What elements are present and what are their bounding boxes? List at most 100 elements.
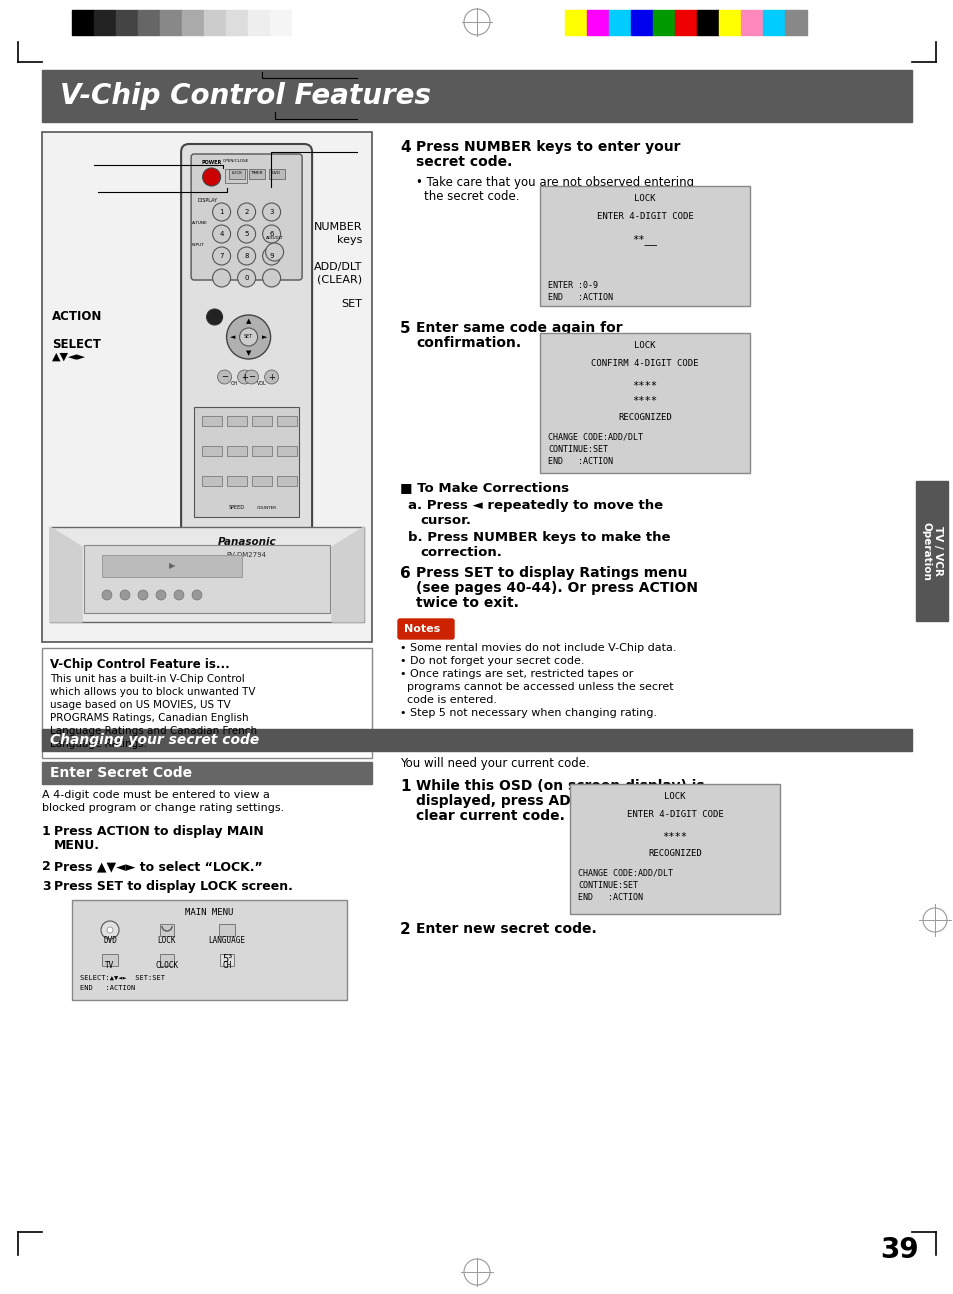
- Text: ADD/DLT: ADD/DLT: [314, 261, 361, 272]
- Text: the secret code.: the secret code.: [423, 190, 519, 203]
- Text: 2: 2: [399, 923, 411, 937]
- FancyBboxPatch shape: [181, 144, 312, 580]
- Bar: [227, 476, 246, 487]
- Bar: [915, 481, 947, 621]
- Text: b. Press NUMBER keys to make the: b. Press NUMBER keys to make the: [408, 531, 670, 543]
- Text: • Take care that you are not observed entering: • Take care that you are not observed en…: [416, 176, 694, 189]
- Text: 5: 5: [399, 321, 410, 336]
- Circle shape: [102, 590, 112, 600]
- Text: SELECT:▲▼◄►  SET:SET: SELECT:▲▼◄► SET:SET: [80, 974, 165, 981]
- Bar: [42, 132, 372, 642]
- Text: which allows you to block unwanted TV: which allows you to block unwanted TV: [50, 687, 255, 697]
- Bar: [229, 170, 244, 179]
- Bar: [102, 954, 118, 967]
- Text: ▲: ▲: [246, 318, 251, 324]
- Circle shape: [217, 370, 232, 384]
- Bar: [269, 170, 284, 179]
- Bar: [719, 10, 740, 35]
- FancyBboxPatch shape: [397, 619, 454, 639]
- Text: ■ To Make Corrections: ■ To Make Corrections: [399, 481, 569, 494]
- Bar: [608, 10, 630, 35]
- Bar: [84, 545, 330, 613]
- Circle shape: [156, 590, 166, 600]
- Text: ****: ****: [632, 380, 657, 391]
- Bar: [252, 476, 272, 487]
- Circle shape: [213, 225, 231, 243]
- Bar: [50, 527, 364, 622]
- Polygon shape: [50, 527, 82, 622]
- Bar: [71, 10, 94, 35]
- Circle shape: [227, 314, 271, 358]
- Text: −: −: [221, 373, 228, 382]
- Text: ACTION: ACTION: [52, 311, 102, 324]
- Text: COUNTER: COUNTER: [256, 506, 276, 510]
- Text: CONTINUE:SET: CONTINUE:SET: [547, 445, 607, 454]
- Circle shape: [192, 590, 202, 600]
- Text: CONFIRM 4-DIGIT CODE: CONFIRM 4-DIGIT CODE: [591, 358, 698, 367]
- Circle shape: [138, 590, 148, 600]
- Text: a. Press ◄ repeatedly to move the: a. Press ◄ repeatedly to move the: [408, 499, 662, 512]
- Bar: [226, 10, 248, 35]
- Text: SET: SET: [341, 299, 361, 309]
- Text: Press ▲▼◄► to select “LOCK.”: Press ▲▼◄► to select “LOCK.”: [54, 861, 262, 873]
- Text: SPEED: SPEED: [229, 505, 244, 510]
- Text: RECOGNIZED: RECOGNIZED: [618, 413, 671, 422]
- Text: END   :ACTION: END :ACTION: [80, 985, 135, 991]
- Text: A 4-digit code must be entered to view a: A 4-digit code must be entered to view a: [42, 791, 270, 800]
- FancyBboxPatch shape: [191, 154, 302, 280]
- Text: LANGUAGE: LANGUAGE: [209, 936, 245, 945]
- Text: 3: 3: [269, 210, 274, 215]
- Bar: [227, 446, 246, 455]
- Text: keys: keys: [336, 236, 361, 245]
- Text: ▶: ▶: [169, 562, 175, 571]
- Text: LOCK: LOCK: [634, 342, 655, 349]
- Bar: [276, 446, 296, 455]
- Circle shape: [237, 225, 255, 243]
- Text: 3: 3: [42, 880, 51, 893]
- Bar: [276, 476, 296, 487]
- Text: twice to exit.: twice to exit.: [416, 597, 518, 609]
- Circle shape: [237, 247, 255, 265]
- Text: ****: ****: [661, 832, 687, 842]
- Text: MAIN MENU: MAIN MENU: [185, 908, 233, 917]
- Text: TV / VCR
Operation: TV / VCR Operation: [921, 521, 942, 581]
- Circle shape: [262, 269, 280, 287]
- Text: • Some rental movies do not include V-Chip data.: • Some rental movies do not include V-Ch…: [399, 643, 676, 653]
- Text: ENTER 4-DIGIT CODE: ENTER 4-DIGIT CODE: [596, 212, 693, 221]
- Text: TV: TV: [105, 961, 114, 970]
- Circle shape: [262, 247, 280, 265]
- Text: Press SET to display Ratings menu: Press SET to display Ratings menu: [416, 565, 687, 580]
- Text: ▲▼◄►: ▲▼◄►: [52, 352, 86, 362]
- Circle shape: [101, 921, 119, 939]
- Bar: [675, 10, 697, 35]
- Text: CONTINUE:SET: CONTINUE:SET: [578, 881, 638, 890]
- Text: confirmation.: confirmation.: [416, 336, 520, 349]
- Bar: [42, 729, 911, 751]
- Text: CH: CH: [222, 961, 232, 970]
- Text: 2: 2: [244, 210, 249, 215]
- Text: 6: 6: [269, 232, 274, 237]
- Text: V-Chip Control Feature is...: V-Chip Control Feature is...: [50, 659, 230, 672]
- Bar: [160, 954, 173, 967]
- Text: ▼: ▼: [246, 349, 251, 356]
- Text: While this OSD (on screen display) is: While this OSD (on screen display) is: [416, 779, 704, 793]
- Circle shape: [237, 203, 255, 221]
- Circle shape: [213, 247, 231, 265]
- Bar: [697, 10, 719, 35]
- Circle shape: [244, 370, 258, 384]
- Text: Press NUMBER keys to enter your: Press NUMBER keys to enter your: [416, 140, 679, 154]
- Bar: [224, 170, 246, 182]
- Text: Panasonic: Panasonic: [217, 537, 275, 547]
- Text: 39: 39: [880, 1236, 919, 1264]
- Text: SET: SET: [244, 335, 253, 339]
- Bar: [193, 408, 299, 518]
- Bar: [116, 10, 138, 35]
- Bar: [94, 10, 116, 35]
- Text: CH: CH: [231, 380, 238, 386]
- Text: SELECT: SELECT: [52, 338, 101, 351]
- Text: ◄: ◄: [230, 334, 235, 340]
- Text: Press SET to display LOCK screen.: Press SET to display LOCK screen.: [54, 880, 293, 893]
- Text: 7: 7: [219, 254, 224, 259]
- Text: 6: 6: [399, 565, 411, 581]
- Text: Press ACTION to display MAIN: Press ACTION to display MAIN: [54, 826, 263, 839]
